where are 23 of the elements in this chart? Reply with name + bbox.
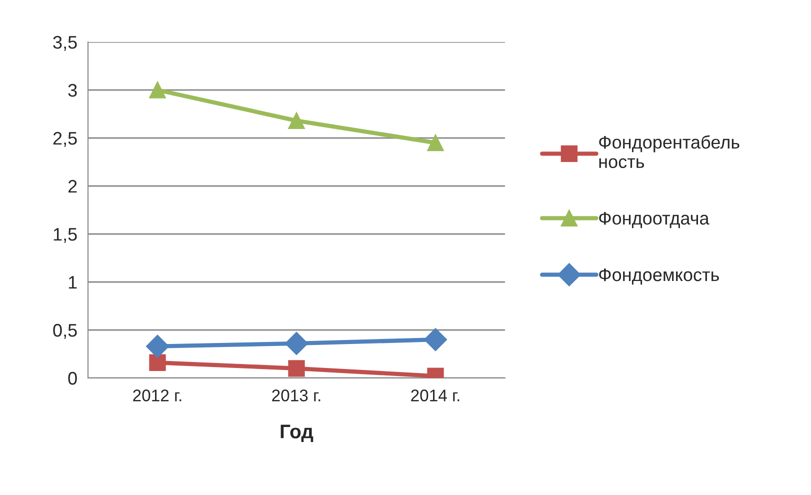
point (285, 332, 308, 355)
legend-label: Фондорентабель ность (599, 135, 740, 168)
point (149, 82, 166, 98)
y-tick-label: 1 (68, 276, 77, 289)
point (288, 360, 305, 377)
point (288, 112, 305, 130)
y-tick-label: 0 (68, 372, 77, 385)
y-tick-label: 3,5 (53, 36, 77, 51)
x-tick-label: 2014 г. (411, 390, 460, 402)
point (149, 354, 166, 371)
y-tick-label: 2 (68, 180, 77, 193)
y-tick-label: 3 (68, 84, 77, 97)
point (146, 334, 169, 358)
point (424, 328, 447, 352)
point (427, 134, 444, 152)
legend-label: Фондоотдача (599, 212, 710, 228)
legend-label: Фондоемкость (599, 268, 719, 285)
x-tick-label: 2012 г. (133, 390, 182, 402)
x-tick-label: 2013 г. (272, 390, 320, 402)
x-axis-title: Год (280, 424, 314, 442)
y-tick-label: 0,5 (53, 324, 77, 339)
y-tick-label: 2,5 (53, 132, 77, 147)
y-tick-label: 1,5 (54, 228, 77, 243)
